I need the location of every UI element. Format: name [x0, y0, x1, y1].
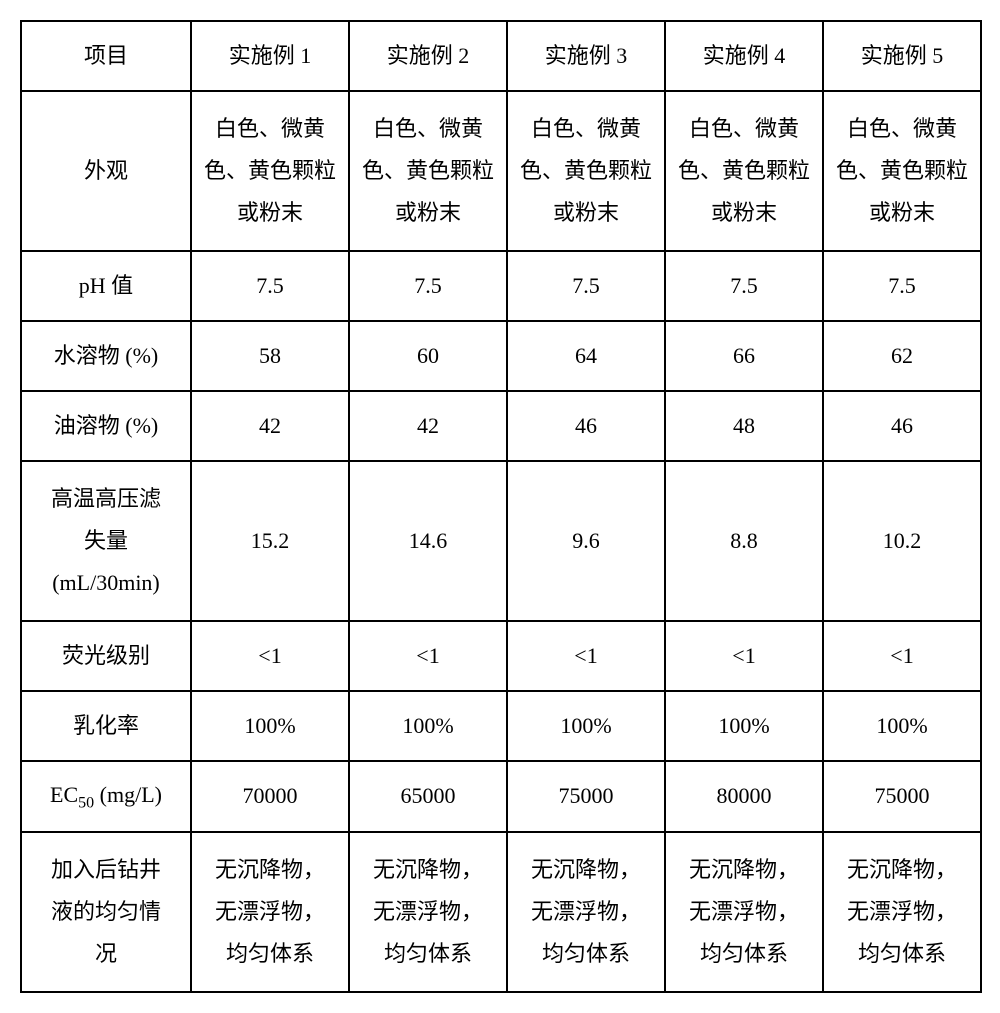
table-row: pH 值7.57.57.57.57.5: [21, 251, 981, 321]
table-row: 加入后钻井液的均匀情况无沉降物，无漂浮物，均匀体系无沉降物，无漂浮物，均匀体系无…: [21, 832, 981, 992]
header-cell-3: 实施例 3: [507, 21, 665, 91]
data-cell: 无沉降物，无漂浮物，均匀体系: [191, 832, 349, 992]
data-cell: 100%: [507, 691, 665, 761]
data-cell: 100%: [191, 691, 349, 761]
data-cell: 7.5: [507, 251, 665, 321]
data-cell: 无沉降物，无漂浮物，均匀体系: [823, 832, 981, 992]
data-cell: 42: [349, 391, 507, 461]
data-cell: <1: [823, 621, 981, 691]
header-cell-1: 实施例 1: [191, 21, 349, 91]
data-cell: 白色、微黄色、黄色颗粒或粉末: [665, 91, 823, 251]
data-cell: 7.5: [665, 251, 823, 321]
data-cell: 7.5: [823, 251, 981, 321]
data-cell: 58: [191, 321, 349, 391]
table-body: 项目 实施例 1 实施例 2 实施例 3 实施例 4 实施例 5 外观白色、微黄…: [21, 21, 981, 992]
data-cell: 64: [507, 321, 665, 391]
data-table-container: 项目 实施例 1 实施例 2 实施例 3 实施例 4 实施例 5 外观白色、微黄…: [20, 20, 980, 993]
data-cell: 75000: [507, 761, 665, 832]
data-cell: <1: [507, 621, 665, 691]
table-row: 乳化率100%100%100%100%100%: [21, 691, 981, 761]
data-cell: 白色、微黄色、黄色颗粒或粉末: [823, 91, 981, 251]
data-table: 项目 实施例 1 实施例 2 实施例 3 实施例 4 实施例 5 外观白色、微黄…: [20, 20, 982, 993]
header-cell-5: 实施例 5: [823, 21, 981, 91]
data-cell: 62: [823, 321, 981, 391]
table-row: 外观白色、微黄色、黄色颗粒或粉末白色、微黄色、黄色颗粒或粉末白色、微黄色、黄色颗…: [21, 91, 981, 251]
row-label-cell: 水溶物 (%): [21, 321, 191, 391]
row-label-cell: 乳化率: [21, 691, 191, 761]
row-label-cell: 荧光级别: [21, 621, 191, 691]
row-label-cell: 高温高压滤失量(mL/30min): [21, 461, 191, 621]
data-cell: 48: [665, 391, 823, 461]
data-cell: 白色、微黄色、黄色颗粒或粉末: [191, 91, 349, 251]
table-row: 高温高压滤失量(mL/30min)15.214.69.68.810.2: [21, 461, 981, 621]
data-cell: 白色、微黄色、黄色颗粒或粉末: [349, 91, 507, 251]
row-label-cell: pH 值: [21, 251, 191, 321]
data-cell: 46: [823, 391, 981, 461]
row-label-cell: EC50 (mg/L): [21, 761, 191, 832]
header-cell-4: 实施例 4: [665, 21, 823, 91]
data-cell: 白色、微黄色、黄色颗粒或粉末: [507, 91, 665, 251]
row-label-cell: 加入后钻井液的均匀情况: [21, 832, 191, 992]
data-cell: 65000: [349, 761, 507, 832]
data-cell: 75000: [823, 761, 981, 832]
data-cell: 46: [507, 391, 665, 461]
data-cell: 42: [191, 391, 349, 461]
data-cell: 7.5: [191, 251, 349, 321]
data-cell: 9.6: [507, 461, 665, 621]
data-cell: 8.8: [665, 461, 823, 621]
data-cell: 60: [349, 321, 507, 391]
data-cell: 10.2: [823, 461, 981, 621]
data-cell: 66: [665, 321, 823, 391]
row-label-cell: 油溶物 (%): [21, 391, 191, 461]
data-cell: 7.5: [349, 251, 507, 321]
table-header-row: 项目 实施例 1 实施例 2 实施例 3 实施例 4 实施例 5: [21, 21, 981, 91]
table-row: 荧光级别<1<1<1<1<1: [21, 621, 981, 691]
table-row: EC50 (mg/L)7000065000750008000075000: [21, 761, 981, 832]
data-cell: <1: [191, 621, 349, 691]
data-cell: 无沉降物，无漂浮物，均匀体系: [665, 832, 823, 992]
data-cell: 100%: [823, 691, 981, 761]
row-label-cell: 外观: [21, 91, 191, 251]
data-cell: 70000: [191, 761, 349, 832]
table-row: 油溶物 (%)4242464846: [21, 391, 981, 461]
data-cell: 无沉降物，无漂浮物，均匀体系: [507, 832, 665, 992]
data-cell: 100%: [349, 691, 507, 761]
data-cell: 80000: [665, 761, 823, 832]
data-cell: 无沉降物，无漂浮物，均匀体系: [349, 832, 507, 992]
data-cell: 14.6: [349, 461, 507, 621]
header-cell-label: 项目: [21, 21, 191, 91]
table-row: 水溶物 (%)5860646662: [21, 321, 981, 391]
header-cell-2: 实施例 2: [349, 21, 507, 91]
data-cell: <1: [665, 621, 823, 691]
data-cell: <1: [349, 621, 507, 691]
data-cell: 15.2: [191, 461, 349, 621]
data-cell: 100%: [665, 691, 823, 761]
